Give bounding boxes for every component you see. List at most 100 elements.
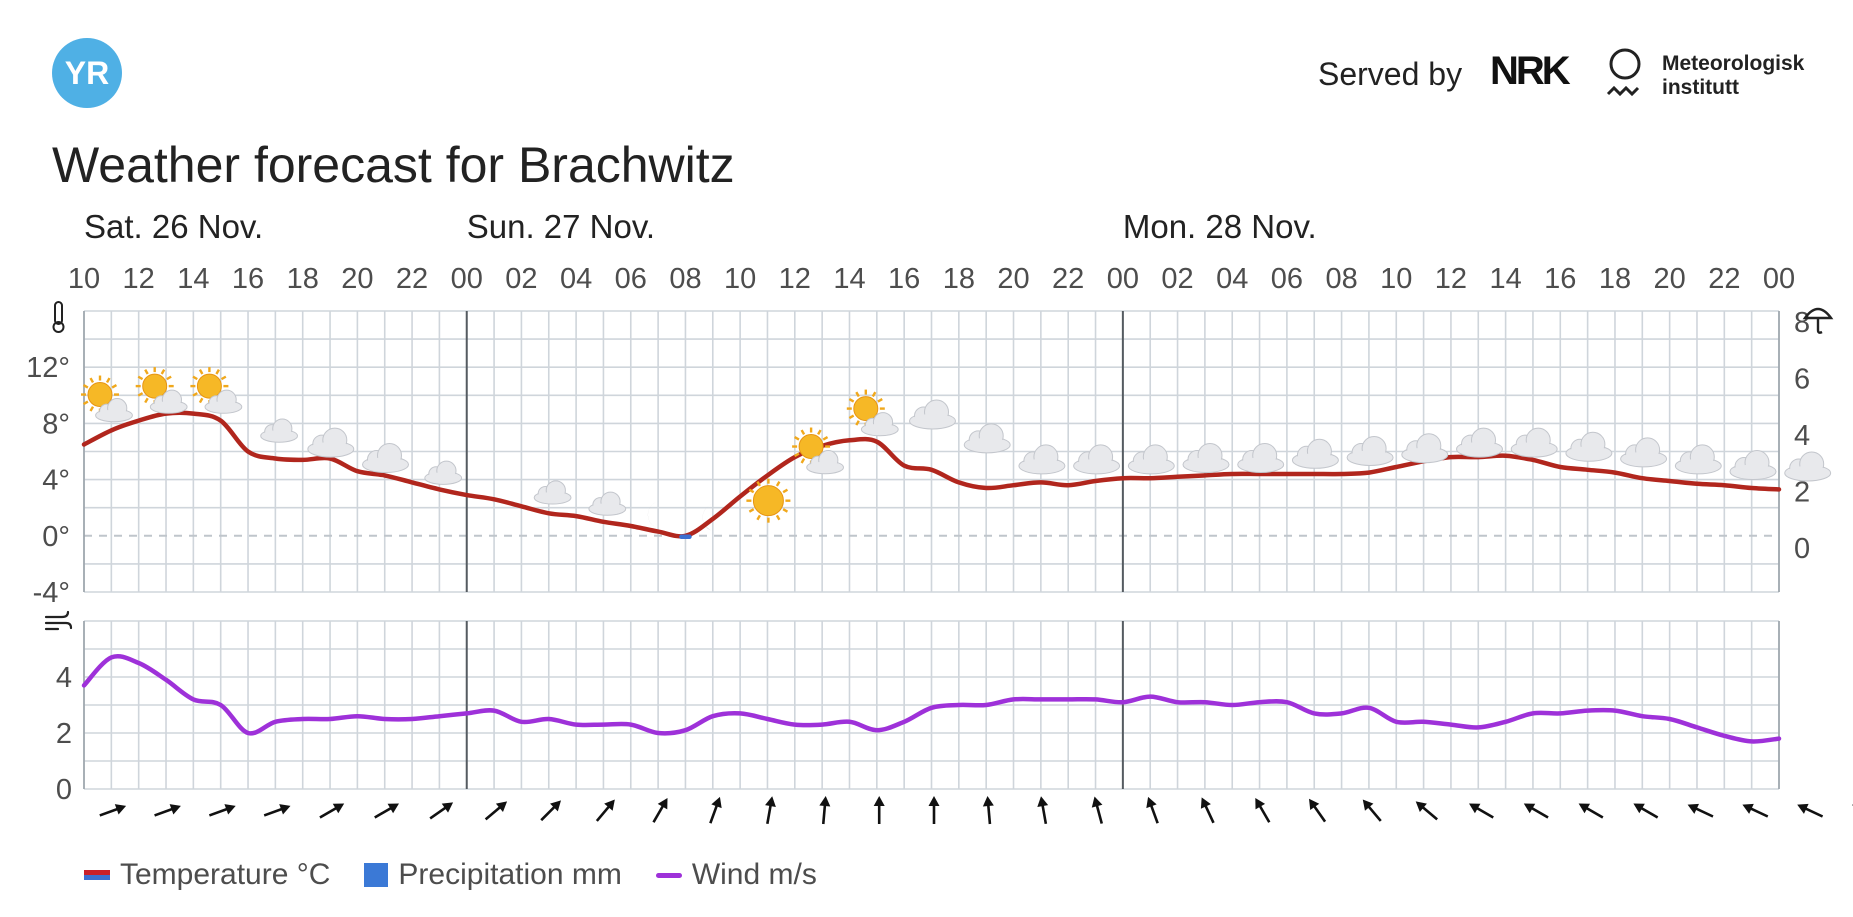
moon-icon xyxy=(647,500,662,529)
wind-arrow-head xyxy=(224,804,236,815)
moon-icon xyxy=(647,500,662,529)
cloud-icon xyxy=(806,450,844,475)
wind-direction-arrow xyxy=(319,803,345,819)
hour-tick-label: 08 xyxy=(669,263,701,295)
sun-ray xyxy=(848,414,855,420)
partly-sunny-icon xyxy=(190,367,243,414)
hour-tick-label: 14 xyxy=(177,263,209,295)
sun-ray xyxy=(166,375,172,381)
wind-direction-arrow xyxy=(1308,798,1327,823)
cloudy-icon xyxy=(1237,443,1285,474)
cloud-icon xyxy=(1510,427,1558,458)
met-name-line-1: Meteorologisk xyxy=(1662,52,1805,75)
cloudy-icon xyxy=(1784,451,1832,482)
legend-precipitation[interactable]: Precipitation mm xyxy=(364,858,622,892)
cloudy-icon xyxy=(1401,433,1449,464)
cloud-icon xyxy=(1456,427,1503,458)
cloud-fill xyxy=(308,442,353,457)
sun-ray xyxy=(105,377,111,384)
cloud-icon xyxy=(1346,436,1394,466)
hour-tick-label: 04 xyxy=(1216,263,1248,295)
hour-tick-label: 16 xyxy=(1544,263,1576,295)
sun-ray xyxy=(198,369,204,375)
moon-icon xyxy=(585,478,596,499)
cloud-icon xyxy=(588,491,627,516)
wind-arrow-head xyxy=(1523,803,1536,814)
hour-tick-label: 06 xyxy=(615,263,647,295)
cloudy-icon xyxy=(1346,436,1394,466)
cloud-icon xyxy=(1182,443,1230,474)
wind-direction-arrow xyxy=(1415,801,1438,821)
thermometer-icon-tube xyxy=(54,301,63,325)
cloud-icon xyxy=(362,443,409,474)
wind-icon-line xyxy=(44,621,73,630)
sun-ray xyxy=(144,369,149,375)
sun-ray xyxy=(82,400,89,406)
cloud-fill xyxy=(1621,451,1666,466)
cloudy-icon xyxy=(1729,450,1777,481)
cloud-fill xyxy=(589,503,625,515)
cloud-icon xyxy=(1565,431,1613,462)
hour-tick-label: 02 xyxy=(505,263,537,295)
temperature-tick-label: 4° xyxy=(42,465,70,497)
sun-ray xyxy=(756,481,761,487)
wind-direction-arrow xyxy=(982,796,994,825)
cloud-fill xyxy=(1566,446,1611,461)
hour-tick-label: 08 xyxy=(1325,263,1357,295)
wind-direction-arrow xyxy=(1687,803,1714,818)
legend-temperature-label: Temperature °C xyxy=(120,858,331,891)
cloud-icon xyxy=(860,412,899,437)
cloud-fill xyxy=(205,401,241,413)
wind-arrow-head xyxy=(1146,796,1157,809)
nrk-logo[interactable]: NRK xyxy=(1490,52,1582,86)
sun-disc xyxy=(142,373,168,399)
wind-arrow-head xyxy=(1308,798,1320,811)
wind-direction-arrow xyxy=(709,796,722,824)
wind-tick-label: 2 xyxy=(56,718,72,750)
sun-ray xyxy=(794,435,800,441)
cloud-fill xyxy=(535,492,571,504)
cloud-icon xyxy=(1291,438,1339,469)
wind-direction-arrow xyxy=(1200,797,1215,824)
wind-direction-arrow xyxy=(1091,796,1104,824)
served-by-label: Served by xyxy=(1318,56,1463,92)
wind-arrow-head xyxy=(1469,803,1481,814)
wind-arrow-head xyxy=(441,802,454,813)
cloud-icon xyxy=(533,480,572,505)
cloud-fill xyxy=(1457,442,1502,457)
wind-arrow-head xyxy=(387,803,399,814)
legend-temperature[interactable]: Temperature °C xyxy=(84,858,330,892)
cloud-icon xyxy=(963,423,1011,454)
cloudy-icon xyxy=(1018,444,1066,475)
wind-arrow-head xyxy=(1633,803,1645,814)
temperature-tick-label: 8° xyxy=(42,408,70,440)
hour-tick-label: 10 xyxy=(1380,263,1412,295)
partly-sunny-icon xyxy=(135,367,188,414)
hour-tick-label: 16 xyxy=(888,263,920,295)
legend-wind[interactable]: Wind m/s xyxy=(655,858,817,892)
cloud-icon xyxy=(260,418,299,443)
wind-direction-arrow xyxy=(99,804,127,817)
temperature-swatch xyxy=(84,870,110,880)
sun-ray xyxy=(192,375,198,381)
sun-ray xyxy=(89,377,95,384)
wind-direction-arrow xyxy=(154,804,181,817)
sun-ray xyxy=(89,406,95,412)
sun-ray xyxy=(775,481,781,487)
wind-swatch xyxy=(655,872,682,878)
cloud-icon xyxy=(307,427,355,458)
wind-direction-arrow xyxy=(765,796,776,825)
cloud-fill xyxy=(1238,457,1283,472)
wind-direction-arrow xyxy=(1362,799,1382,822)
cloud-fill xyxy=(151,401,187,413)
hour-tick-label: 22 xyxy=(396,263,428,295)
met-institute-logo[interactable] xyxy=(1605,46,1651,104)
precipitation-tick-label: 4 xyxy=(1794,420,1810,452)
hour-tick-label: 10 xyxy=(68,263,100,295)
wind-arrow-head xyxy=(169,804,181,815)
cloud-fill xyxy=(807,461,843,473)
yr-logo[interactable]: YR xyxy=(52,38,122,108)
cloud-icon xyxy=(1784,451,1832,482)
wind-arrow-head xyxy=(332,803,345,814)
wind-arrow-head xyxy=(873,796,885,806)
